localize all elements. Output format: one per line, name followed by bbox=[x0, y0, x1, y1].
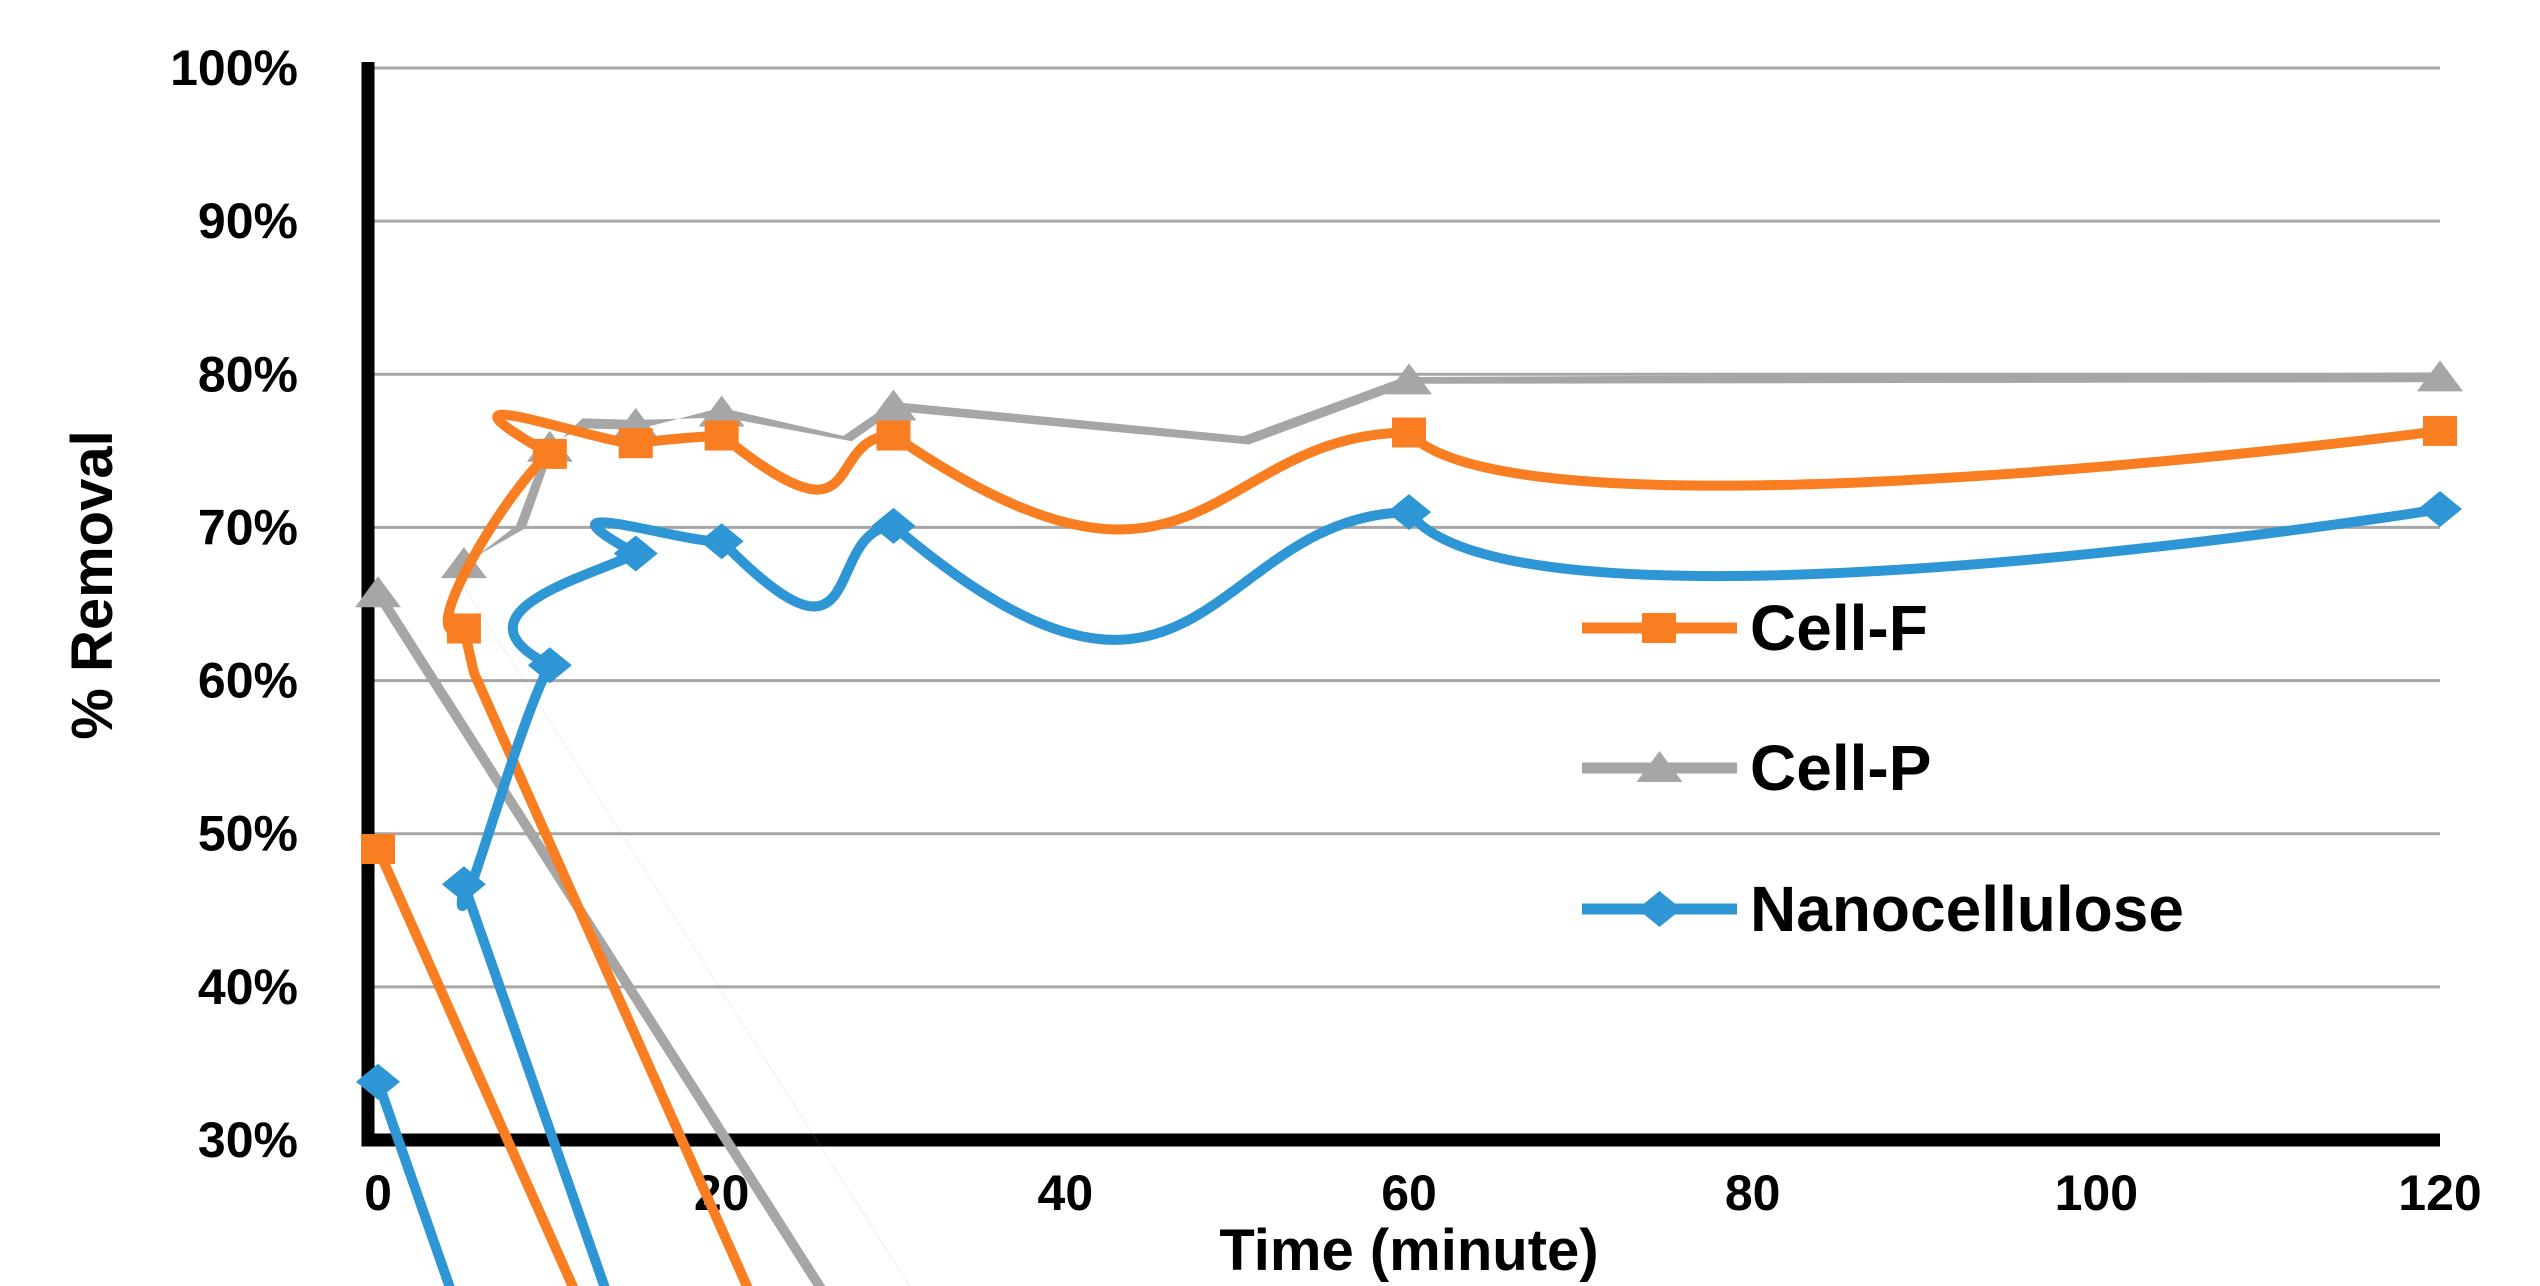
series-marker-diamond bbox=[1387, 494, 1431, 531]
legend-label-cell-p: Cell-P bbox=[1750, 732, 1931, 804]
y-tick-label: 100% bbox=[170, 40, 298, 96]
x-axis-title: Time (minute) bbox=[1219, 1218, 1598, 1283]
series-marker-diamond bbox=[699, 523, 744, 560]
axes bbox=[361, 62, 2440, 1147]
legend-marker-diamond-icon bbox=[1637, 891, 1682, 927]
y-tick-label: 30% bbox=[198, 1112, 298, 1168]
series-marker-triangle bbox=[1386, 363, 1432, 395]
x-tick-label: 80 bbox=[1725, 1165, 1781, 1221]
legend-label-nanocellulose: Nanocellulose bbox=[1750, 873, 2184, 945]
tick-labels: 100%90%80%70%60%50%40%30%0 20 40 60 80 100 120 bbox=[170, 40, 2482, 1221]
series-marker-triangle bbox=[440, 547, 487, 579]
series-marker-diamond bbox=[2418, 491, 2462, 528]
series-marker-square bbox=[704, 420, 739, 451]
series-marker-diamond bbox=[527, 647, 572, 684]
y-tick-label: 40% bbox=[198, 959, 298, 1015]
series-marker-triangle bbox=[2417, 360, 2463, 392]
series-marker-square bbox=[618, 428, 653, 459]
y-tick-label: 50% bbox=[198, 806, 298, 862]
y-tick-label: 70% bbox=[198, 499, 298, 555]
x-tick-label: 0 bbox=[364, 1165, 392, 1221]
series-marker-square bbox=[361, 834, 395, 865]
y-tick-label: 60% bbox=[198, 653, 298, 709]
series-nanocellulose bbox=[356, 491, 2540, 1286]
series-marker-square bbox=[2423, 415, 2457, 446]
legend-marker-square-icon bbox=[1642, 613, 1676, 643]
series-cell-f bbox=[361, 415, 2540, 1286]
data-series bbox=[355, 360, 2540, 1286]
series-marker-triangle bbox=[870, 389, 917, 421]
series-marker-diamond bbox=[441, 866, 486, 903]
series-marker-diamond bbox=[871, 507, 916, 544]
series-marker-diamond bbox=[613, 535, 658, 572]
gridlines bbox=[374, 66, 2440, 1142]
legend-item-cell-p: Cell-P bbox=[1582, 732, 1931, 804]
legend-item-nanocellulose: Nanocellulose bbox=[1582, 873, 2184, 945]
series-marker-triangle bbox=[698, 395, 745, 427]
y-tick-label: 80% bbox=[198, 346, 298, 402]
series-marker-square bbox=[446, 613, 481, 644]
x-tick-label: 60 bbox=[1381, 1165, 1437, 1221]
y-axis-title: % Removal bbox=[60, 430, 125, 739]
legend-label-cell-f: Cell-F bbox=[1750, 592, 1928, 664]
x-tick-label: 100 bbox=[2055, 1165, 2138, 1221]
y-tick-label: 90% bbox=[198, 193, 298, 249]
legend-marker-triangle-icon bbox=[1636, 751, 1683, 782]
series-marker-triangle bbox=[355, 576, 401, 608]
legend: Cell-F Cell-P Nanocellulose bbox=[1582, 592, 2184, 945]
x-tick-label: 120 bbox=[2398, 1165, 2481, 1221]
series-marker-square bbox=[876, 420, 911, 451]
series-marker-diamond bbox=[356, 1063, 400, 1100]
x-tick-label: 40 bbox=[1038, 1165, 1094, 1221]
series-marker-square bbox=[1392, 417, 1426, 448]
series-marker-square bbox=[532, 438, 567, 469]
legend-item-cell-f: Cell-F bbox=[1582, 592, 1928, 664]
series-line bbox=[378, 377, 2540, 1286]
